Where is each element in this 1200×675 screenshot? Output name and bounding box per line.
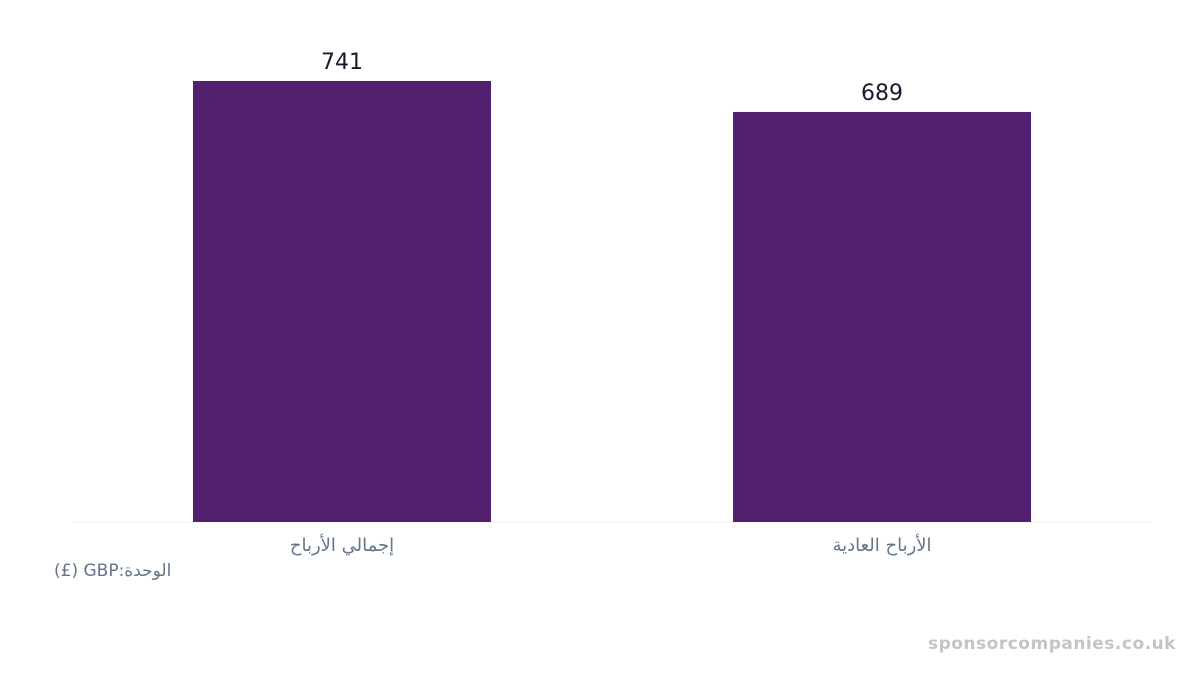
value-label: 689 [861,81,903,106]
watermark: sponsorcompanies.co.uk [927,634,1176,654]
x-tick-label: إجمالي الأرباح [290,534,394,556]
unit-label: الوحدة:GBP (£) [54,561,172,581]
bar [733,111,1031,523]
bar [193,81,491,522]
x-tick-label: الأرباح العادية [832,534,931,556]
value-label: 741 [321,50,363,75]
